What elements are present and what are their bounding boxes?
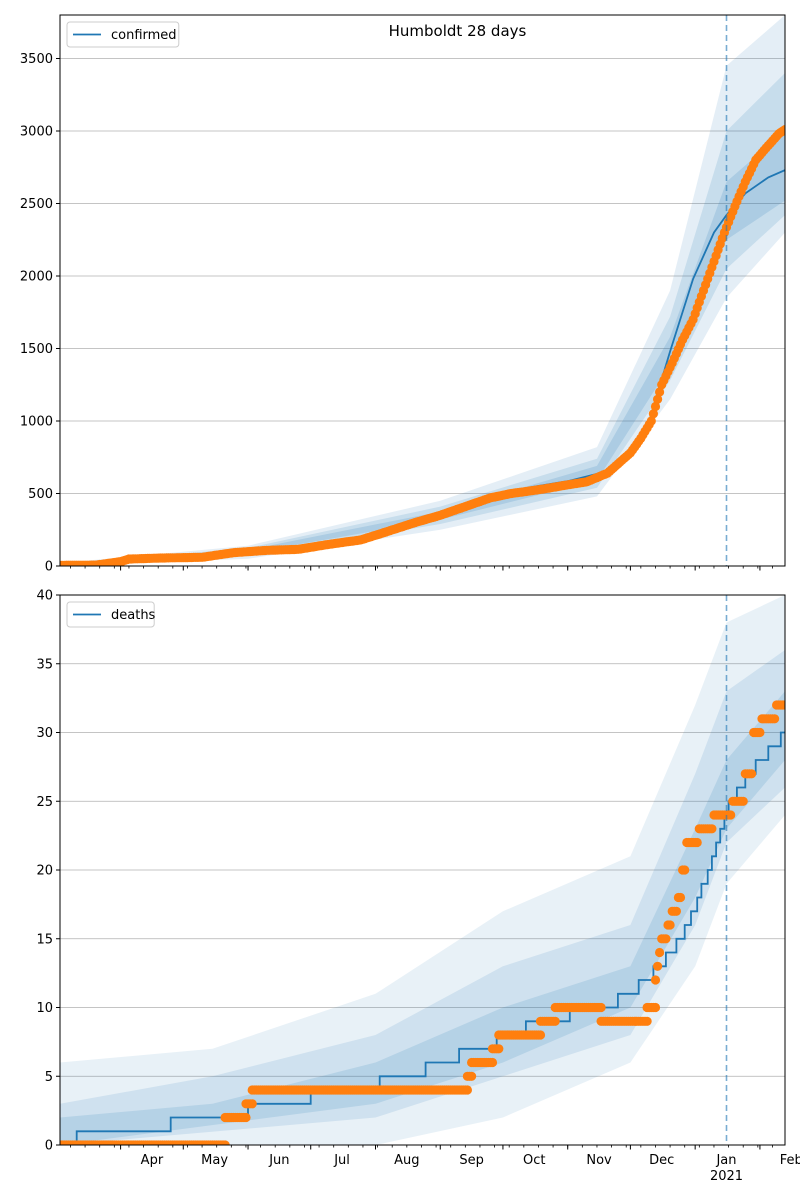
observed-point [247, 1099, 257, 1109]
observed-point [494, 1044, 504, 1054]
observed-point [462, 1085, 472, 1095]
y-tick-label: 40 [36, 589, 53, 604]
x-tick-label: May [201, 1153, 228, 1168]
x-tick-label: Jun [268, 1153, 289, 1168]
observed-point [650, 1002, 661, 1013]
x-tick-label: Sep [459, 1153, 484, 1168]
observed-point [550, 1016, 560, 1026]
observed-point [241, 1112, 251, 1123]
observed-point [707, 824, 717, 834]
observed-point [755, 727, 765, 738]
observed-point [780, 700, 785, 710]
observed-point [653, 394, 663, 404]
observed-point [680, 865, 690, 875]
observed-point [220, 1140, 230, 1145]
x-tick-label: Aug [394, 1153, 419, 1168]
observed-points [60, 125, 785, 566]
x-tick-label: Jan [715, 1153, 736, 1168]
observed-point [596, 1002, 606, 1013]
uncertainty-band [60, 15, 785, 566]
y-tick-label: 10 [36, 1001, 53, 1016]
observed-point [655, 387, 665, 397]
observed-point [650, 401, 661, 412]
deaths-panel: 0 5 10 15 20 25 30 35 40 Apr May Jun Jul Aug Sep Oct Nov… [36, 589, 800, 1185]
observed-point [780, 125, 785, 135]
y-tick-label: 500 [28, 487, 53, 502]
observed-point [692, 837, 702, 848]
legend-label: deaths [111, 608, 156, 623]
observed-point [747, 769, 757, 779]
x-tick-label: Dec [649, 1153, 674, 1168]
y-tick-label: 3000 [20, 125, 53, 140]
chart-title: Humboldt 28 days [389, 22, 527, 40]
observed-point [650, 975, 661, 985]
observed-point [487, 1057, 498, 1068]
observed-point [653, 961, 663, 971]
y-tick-label: 30 [36, 726, 53, 741]
y-tick-label: 1500 [20, 342, 53, 357]
observed-point [738, 796, 748, 806]
observed-point [726, 810, 736, 820]
legend: confirmed [66, 21, 180, 48]
observed-point [671, 906, 682, 916]
legend: deaths [66, 601, 156, 628]
observed-points [60, 700, 785, 1145]
observed-point [675, 892, 686, 903]
y-tick-label: 1000 [20, 415, 53, 430]
y-tick-label: 2000 [20, 270, 53, 285]
y-tick-label: 3500 [20, 52, 53, 67]
observed-point [665, 920, 675, 930]
y-tick-label: 0 [45, 1139, 53, 1154]
y-tick-label: 20 [36, 864, 53, 879]
observed-point [467, 1071, 477, 1081]
observed-point [646, 416, 656, 426]
observed-point [535, 1030, 546, 1040]
observed-point [661, 934, 671, 944]
y-tick-label: 5 [45, 1070, 53, 1085]
legend-label: confirmed [111, 28, 177, 43]
x-tick-label: Apr [141, 1153, 164, 1168]
confirmed-panel: 0 500 1000 1500 2000 2500 3000 3500 Humboldt 28 … [20, 14, 786, 575]
plot-frame [59, 14, 786, 567]
y-tick-label: 35 [36, 657, 53, 672]
y-tick-label: 2500 [20, 197, 53, 212]
legend-box [66, 21, 180, 48]
observed-point [642, 1016, 652, 1026]
y-tick-label: 25 [36, 795, 53, 810]
x-tick-label: Oct [523, 1153, 545, 1168]
uncertainty-band [60, 131, 785, 566]
x-tick-label: Jul [333, 1153, 350, 1168]
observed-point [648, 409, 659, 419]
legend-box [66, 601, 155, 628]
y-tick-label: 0 [45, 560, 53, 575]
y-tick-label: 15 [36, 932, 53, 947]
plot-area [60, 595, 785, 1145]
observed-point [655, 947, 665, 958]
plot-area [60, 15, 785, 566]
x-year-label: 2021 [710, 1169, 743, 1184]
observed-point [770, 714, 780, 724]
uncertainty-band [60, 73, 785, 566]
x-tick-label: Feb [780, 1153, 800, 1168]
x-tick-label: Nov [586, 1153, 612, 1168]
uncertainty-band [60, 691, 785, 1145]
